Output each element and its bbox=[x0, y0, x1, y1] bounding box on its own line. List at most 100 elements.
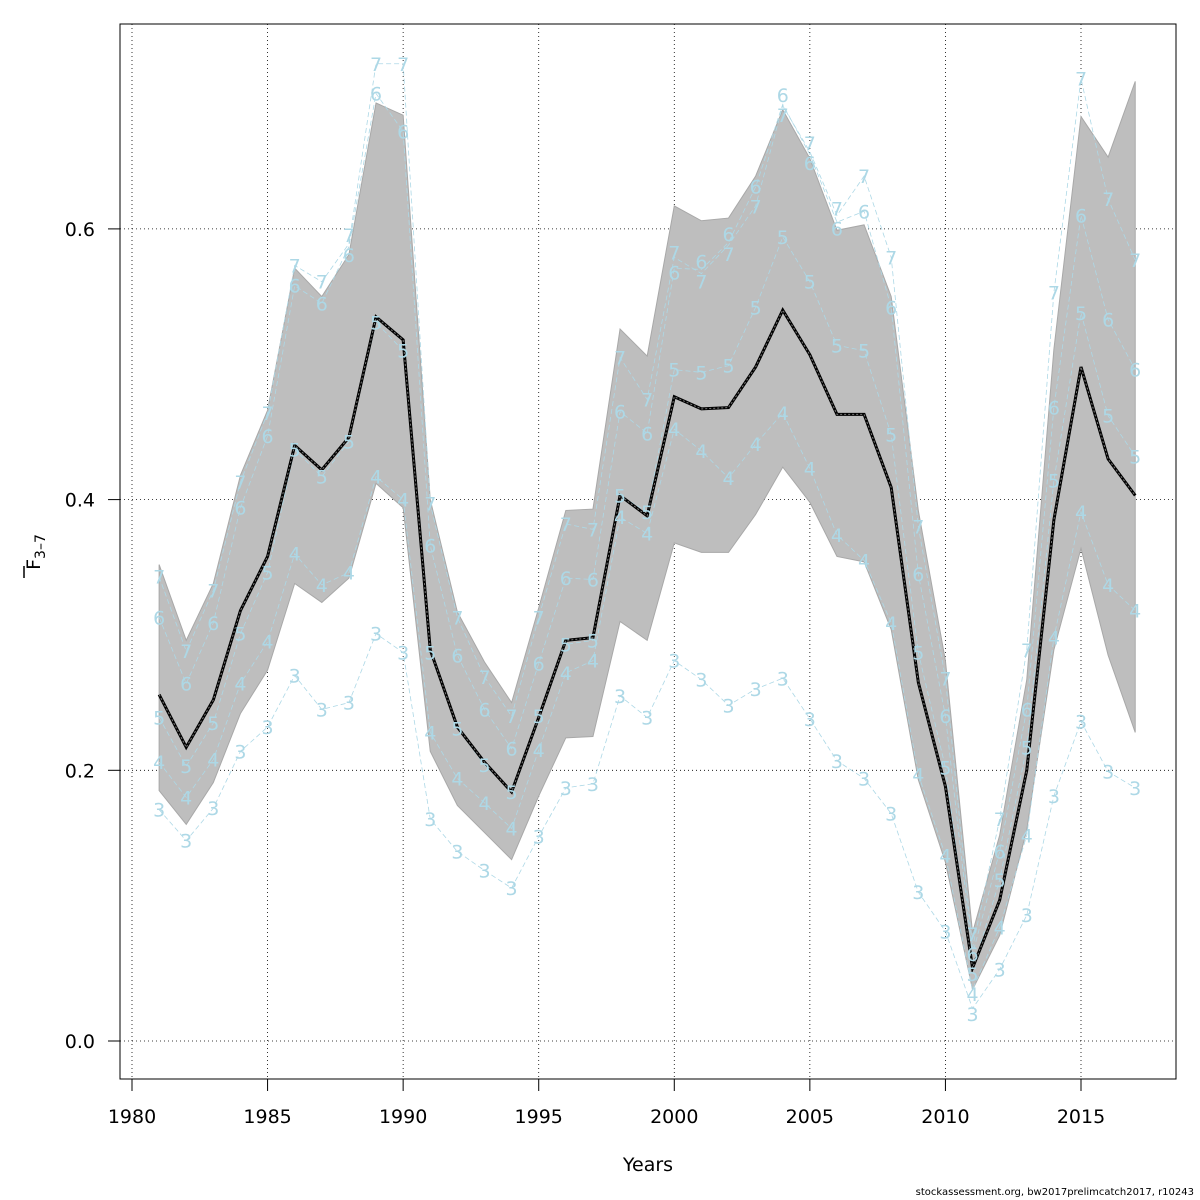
age-point-label-7: 7 bbox=[370, 54, 382, 76]
age-point-label-4: 4 bbox=[316, 575, 328, 597]
age-point-label-7: 7 bbox=[180, 641, 192, 663]
age-point-label-5: 5 bbox=[668, 360, 680, 382]
age-point-label-5: 5 bbox=[858, 341, 870, 363]
age-point-label-5: 5 bbox=[343, 431, 355, 453]
age-point-label-6: 6 bbox=[478, 699, 490, 721]
age-point-label-7: 7 bbox=[722, 244, 734, 266]
age-point-label-5: 5 bbox=[1102, 406, 1114, 428]
age-point-label-4: 4 bbox=[234, 674, 246, 696]
age-point-label-5: 5 bbox=[533, 706, 545, 728]
age-point-label-5: 5 bbox=[939, 758, 951, 780]
age-point-label-3: 3 bbox=[912, 882, 924, 904]
x-tick-label: 1995 bbox=[515, 1106, 563, 1128]
age-point-label-6: 6 bbox=[750, 176, 762, 198]
age-point-label-6: 6 bbox=[424, 536, 436, 558]
age-point-label-6: 6 bbox=[994, 842, 1006, 864]
age-point-label-5: 5 bbox=[1075, 303, 1087, 325]
age-point-label-6: 6 bbox=[777, 85, 789, 107]
mean-line bbox=[157, 306, 1137, 974]
age-point-label-6: 6 bbox=[587, 569, 599, 591]
age-point-label-5: 5 bbox=[722, 356, 734, 378]
age-point-label-7: 7 bbox=[451, 607, 463, 629]
age-point-label-4: 4 bbox=[207, 749, 219, 771]
age-point-label-7: 7 bbox=[289, 255, 301, 277]
age-point-label-5: 5 bbox=[1021, 737, 1033, 759]
x-axis-label: Years bbox=[622, 1154, 673, 1176]
age-point-label-4: 4 bbox=[641, 523, 653, 545]
age-point-label-3: 3 bbox=[777, 668, 789, 690]
x-axis: 1980 1985 1990 1995 2000 2005 2010 2015 bbox=[108, 1078, 1105, 1128]
age-point-label-3: 3 bbox=[533, 827, 545, 849]
age-point-label-3: 3 bbox=[587, 774, 599, 796]
age-point-label-5: 5 bbox=[777, 227, 789, 249]
age-point-label-4: 4 bbox=[370, 467, 382, 489]
age-point-label-6: 6 bbox=[343, 245, 355, 267]
age-point-label-3: 3 bbox=[560, 778, 572, 800]
age-point-label-4: 4 bbox=[858, 551, 870, 573]
age-point-label-5: 5 bbox=[750, 297, 762, 319]
age-point-label-7: 7 bbox=[804, 133, 816, 155]
age-point-label-5: 5 bbox=[1048, 471, 1060, 493]
y-tick-label: 0.4 bbox=[65, 490, 95, 512]
age-point-label-5: 5 bbox=[262, 563, 274, 585]
age-point-label-5: 5 bbox=[234, 624, 246, 646]
age-point-label-5: 5 bbox=[478, 755, 490, 777]
age-point-label-7: 7 bbox=[587, 519, 599, 541]
age-point-label-4: 4 bbox=[1048, 628, 1060, 650]
x-tick-label: 1985 bbox=[243, 1106, 291, 1128]
age-point-label-4: 4 bbox=[1021, 825, 1033, 847]
age-point-label-5: 5 bbox=[316, 467, 328, 489]
age-point-label-7: 7 bbox=[1021, 640, 1033, 662]
age-point-label-4: 4 bbox=[262, 632, 274, 654]
age-point-label-4: 4 bbox=[180, 787, 192, 809]
age-point-label-3: 3 bbox=[1075, 712, 1087, 734]
age-point-label-5: 5 bbox=[912, 643, 924, 665]
age-point-label-6: 6 bbox=[1102, 310, 1114, 332]
age-point-label-3: 3 bbox=[234, 741, 246, 763]
age-point-label-5: 5 bbox=[289, 440, 301, 462]
age-point-label-4: 4 bbox=[1129, 601, 1141, 623]
age-point-label-6: 6 bbox=[207, 613, 219, 635]
age-point-label-6: 6 bbox=[1075, 205, 1087, 227]
age-point-label-7: 7 bbox=[234, 472, 246, 494]
x-tick-label: 2000 bbox=[650, 1106, 698, 1128]
age-point-label-4: 4 bbox=[343, 563, 355, 585]
age-point-label-6: 6 bbox=[695, 252, 707, 274]
age-point-label-4: 4 bbox=[885, 613, 897, 635]
age-point-label-5: 5 bbox=[804, 272, 816, 294]
age-point-label-7: 7 bbox=[831, 199, 843, 221]
age-point-label-5: 5 bbox=[587, 630, 599, 652]
age-point-label-4: 4 bbox=[966, 984, 978, 1006]
age-point-label-7: 7 bbox=[424, 494, 436, 516]
age-point-label-4: 4 bbox=[614, 507, 626, 529]
age-point-label-3: 3 bbox=[207, 798, 219, 820]
age-point-label-7: 7 bbox=[560, 514, 572, 536]
age-point-label-6: 6 bbox=[885, 297, 897, 319]
age-point-label-3: 3 bbox=[478, 860, 490, 882]
age-point-label-7: 7 bbox=[668, 243, 680, 265]
age-point-label-6: 6 bbox=[1021, 699, 1033, 721]
y-axis: 0.0 0.2 0.4 0.6 bbox=[65, 219, 121, 1053]
age-point-label-4: 4 bbox=[994, 917, 1006, 939]
age-point-label-3: 3 bbox=[1048, 786, 1060, 808]
age-point-label-5: 5 bbox=[641, 502, 653, 524]
age-point-label-7: 7 bbox=[506, 706, 518, 728]
age-point-label-4: 4 bbox=[1102, 575, 1114, 597]
age-point-label-7: 7 bbox=[153, 567, 165, 589]
age-point-label-3: 3 bbox=[1102, 762, 1114, 784]
age-point-label-3: 3 bbox=[614, 686, 626, 708]
age-point-label-4: 4 bbox=[1075, 502, 1087, 524]
age-point-label-6: 6 bbox=[153, 607, 165, 629]
age-point-label-4: 4 bbox=[506, 819, 518, 841]
age-point-label-5: 5 bbox=[994, 870, 1006, 892]
age-point-label-7: 7 bbox=[777, 105, 789, 127]
age-point-label-7: 7 bbox=[478, 667, 490, 689]
age-point-label-5: 5 bbox=[695, 362, 707, 384]
age-point-label-3: 3 bbox=[994, 959, 1006, 981]
age-point-label-4: 4 bbox=[750, 434, 762, 456]
age-point-label-4: 4 bbox=[397, 490, 409, 512]
age-point-label-6: 6 bbox=[641, 423, 653, 445]
age-point-label-6: 6 bbox=[831, 219, 843, 241]
age-point-label-3: 3 bbox=[370, 624, 382, 646]
age-point-label-6: 6 bbox=[614, 402, 626, 424]
